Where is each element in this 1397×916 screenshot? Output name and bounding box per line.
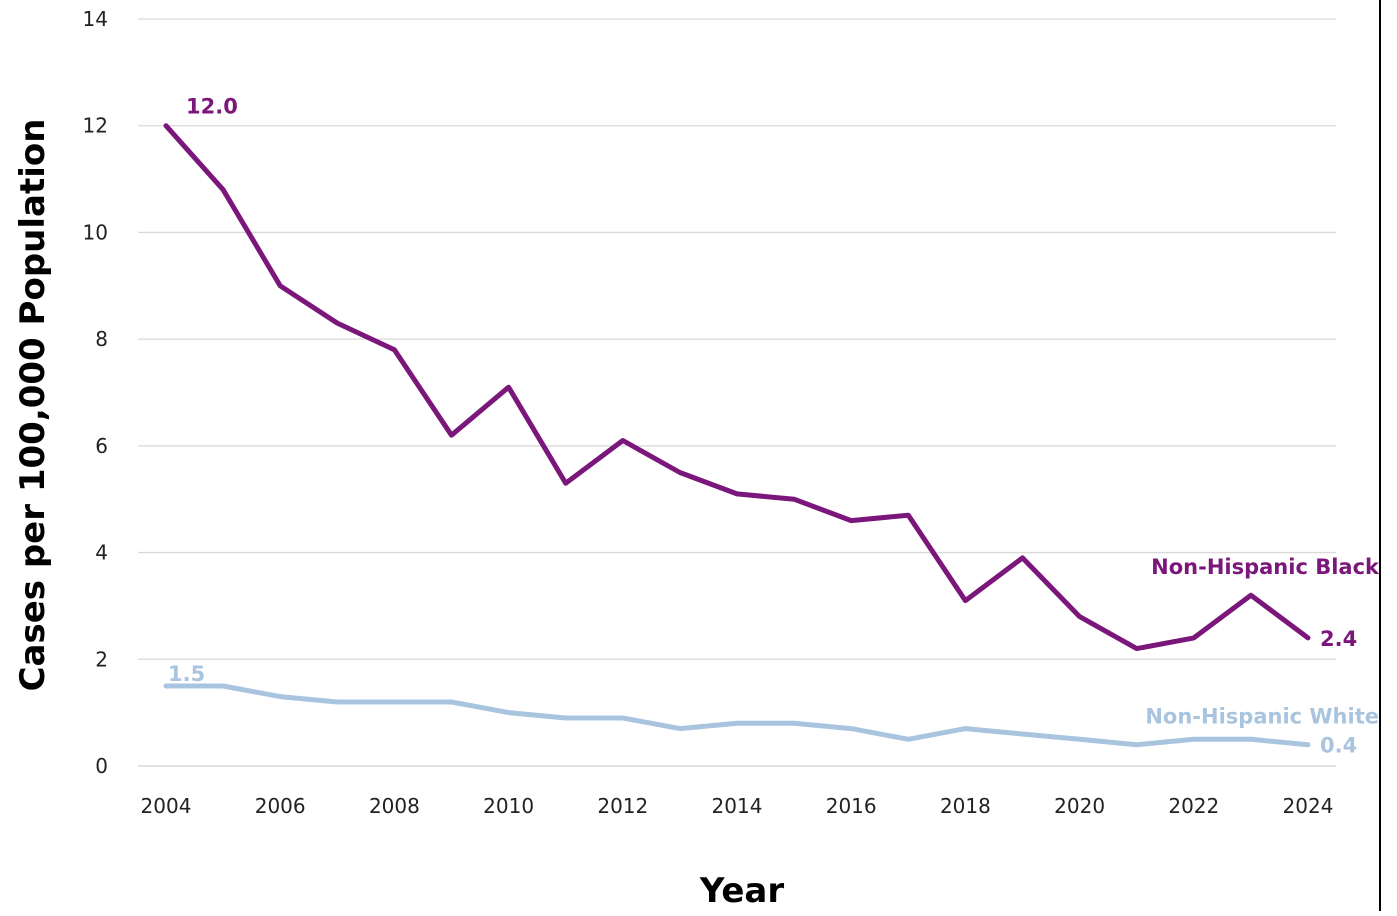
x-tick-label: 2016 bbox=[826, 794, 877, 818]
x-tick-label: 2008 bbox=[369, 794, 420, 818]
x-axis-ticks: 2004 2006 2008 2010 2012 2014 2016 2018 2020 2022… bbox=[141, 794, 1334, 818]
series-name-label: Non-Hispanic Black bbox=[1151, 555, 1380, 579]
x-tick-label: 2022 bbox=[1168, 794, 1219, 818]
x-tick-label: 2020 bbox=[1054, 794, 1105, 818]
start-value-label: 1.5 bbox=[168, 662, 205, 686]
y-tick-label: 10 bbox=[83, 220, 108, 244]
y-tick-label: 4 bbox=[95, 541, 108, 565]
y-tick-label: 2 bbox=[95, 647, 108, 671]
y-axis-ticks: 0 2 4 6 8 10 12 14 bbox=[83, 7, 108, 778]
y-tick-label: 0 bbox=[95, 754, 108, 778]
series-lines bbox=[163, 123, 1311, 748]
end-value-label: 2.4 bbox=[1320, 627, 1357, 651]
x-tick-label: 2006 bbox=[255, 794, 306, 818]
frame-border bbox=[1379, 0, 1381, 911]
end-value-label: 0.4 bbox=[1320, 734, 1357, 758]
x-tick-label: 2004 bbox=[141, 794, 192, 818]
x-tick-label: 2018 bbox=[940, 794, 991, 818]
series-name-label: Non-Hispanic White bbox=[1145, 704, 1379, 728]
y-tick-label: 14 bbox=[83, 7, 108, 31]
data-labels: Non-Hispanic Black 2.4 12.0 Non-Hispanic Wh… bbox=[168, 95, 1380, 758]
x-tick-label: 2012 bbox=[597, 794, 648, 818]
start-value-label: 12.0 bbox=[186, 95, 238, 119]
y-tick-label: 6 bbox=[95, 434, 108, 458]
y-axis-title: Cases per 100,000 Population bbox=[13, 119, 53, 692]
gridlines bbox=[138, 18, 1336, 767]
series-line-0 bbox=[163, 123, 1311, 652]
series-line-1 bbox=[163, 683, 1311, 748]
x-tick-label: 2010 bbox=[483, 794, 534, 818]
y-tick-label: 8 bbox=[95, 327, 108, 351]
x-axis-title: Year bbox=[699, 871, 785, 911]
y-tick-label: 12 bbox=[83, 114, 108, 138]
x-tick-label: 2014 bbox=[712, 794, 763, 818]
x-tick-label: 2024 bbox=[1283, 794, 1334, 818]
